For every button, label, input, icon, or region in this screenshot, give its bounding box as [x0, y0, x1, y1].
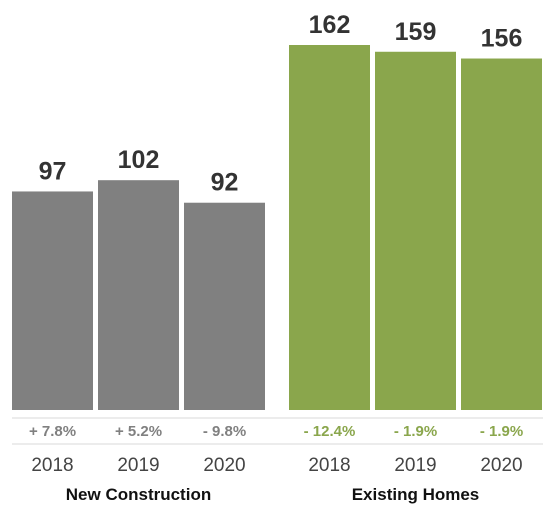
- change-label: - 1.9%: [394, 423, 437, 440]
- bar: [184, 202, 265, 410]
- change-label: - 1.9%: [480, 423, 523, 440]
- x-tick-label: 2018: [31, 455, 73, 476]
- group-1: 162 - 12.4% 2018 159 - 1.9% 2019 156 - 1.9% 2020…: [289, 11, 542, 504]
- value-label: 102: [118, 146, 160, 174]
- change-label: + 5.2%: [115, 423, 162, 440]
- change-label: + 7.8%: [29, 423, 76, 440]
- x-tick-label: 2019: [394, 455, 436, 476]
- x-tick-label: 2018: [308, 455, 350, 476]
- group-0: 97 + 7.8% 2018 102 + 5.2% 2019 92 - 9.8% 2020 New…: [12, 146, 265, 504]
- bar: [98, 180, 179, 410]
- value-label: 97: [39, 157, 67, 185]
- bar: [375, 51, 456, 411]
- group-label: New Construction: [66, 485, 211, 504]
- bar: [461, 58, 542, 410]
- change-label: - 9.8%: [203, 423, 246, 440]
- value-label: 159: [395, 18, 437, 46]
- change-label: - 12.4%: [304, 423, 356, 440]
- bar: [289, 45, 370, 410]
- value-label: 162: [309, 11, 351, 39]
- x-tick-label: 2020: [480, 455, 522, 476]
- group-label: Existing Homes: [352, 485, 480, 504]
- x-tick-label: 2020: [203, 455, 245, 476]
- x-tick-label: 2019: [117, 455, 159, 476]
- value-label: 156: [481, 25, 523, 53]
- value-label: 92: [211, 169, 239, 197]
- bar: [12, 191, 93, 410]
